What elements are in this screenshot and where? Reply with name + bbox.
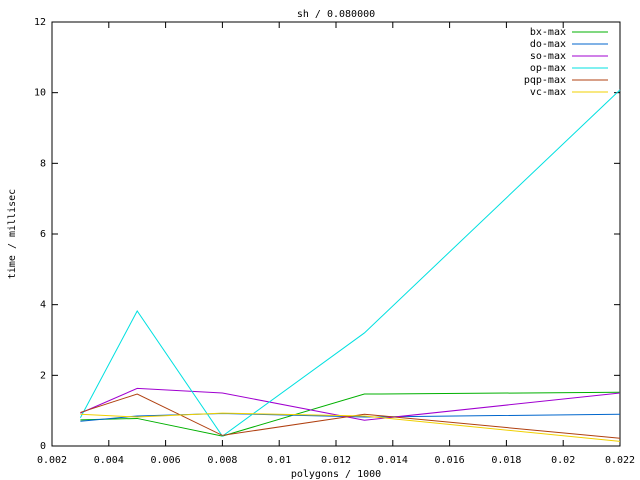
legend-label: op-max [530,63,566,74]
x-tick-label: 0.022 [605,455,635,466]
y-tick-label: 6 [40,229,46,240]
x-tick-label: 0.006 [151,455,181,466]
series-line [79,89,621,437]
series-line [80,387,621,421]
y-axis-label: time / millisec [7,189,18,279]
y-tick-label: 10 [34,88,46,99]
x-tick-label: 0.02 [551,455,575,466]
y-tick-label: 4 [40,300,46,311]
x-tick-label: 0.008 [207,455,237,466]
chart-title: sh / 0.080000 [297,9,375,20]
series-line [80,391,621,437]
x-tick-label: 0.012 [321,455,351,466]
legend-label: vc-max [530,87,566,98]
x-axis-label: polygons / 1000 [291,469,381,480]
legend-label: so-max [530,51,566,62]
x-tick-label: 0.004 [94,455,124,466]
x-tick-label: 0.002 [37,455,67,466]
y-tick-label: 12 [34,17,46,28]
y-tick-label: 0 [40,441,46,452]
x-tick-label: 0.016 [435,455,465,466]
series-line [80,393,621,439]
x-tick-label: 0.014 [378,455,408,466]
series-line [80,412,621,442]
legend-label: bx-max [530,27,566,38]
x-tick-label: 0.01 [267,455,291,466]
x-tick-label: 0.018 [491,455,521,466]
y-tick-label: 2 [40,370,46,381]
y-tick-label: 8 [40,158,46,169]
legend-label: pqp-max [524,75,566,86]
legend-label: do-max [530,39,566,50]
